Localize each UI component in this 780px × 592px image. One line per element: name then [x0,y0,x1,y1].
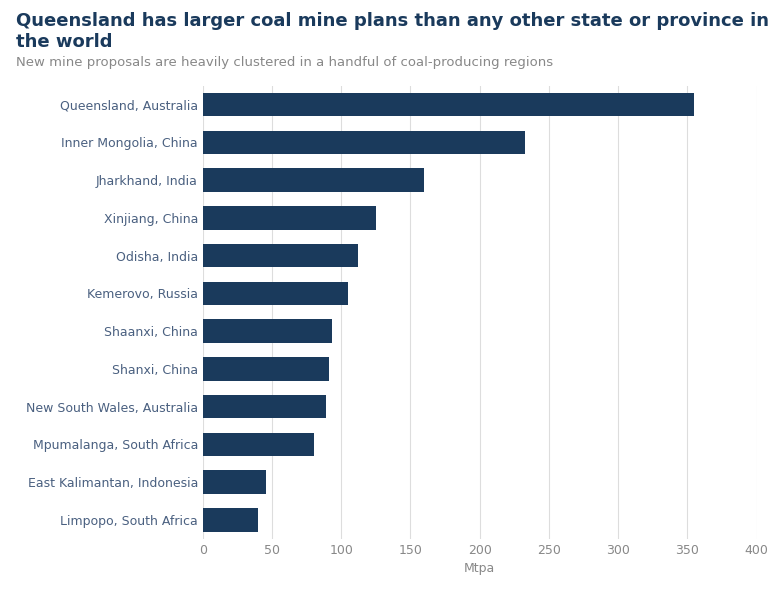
Bar [203,395,326,419]
Bar [203,244,358,268]
Text: Queensland has larger coal mine plans than any other state or province in the wo: Queensland has larger coal mine plans th… [16,12,768,51]
Text: New mine proposals are heavily clustered in a handful of coal-producing regions: New mine proposals are heavily clustered… [16,56,553,69]
Bar [203,357,329,381]
Bar [203,471,267,494]
X-axis label: Mtpa: Mtpa [464,562,495,575]
Bar [203,131,526,154]
Bar [203,169,424,192]
Bar [203,508,258,532]
Bar [203,320,332,343]
Bar [203,282,348,305]
Bar [203,433,314,456]
Bar [203,206,376,230]
Bar [203,93,694,117]
